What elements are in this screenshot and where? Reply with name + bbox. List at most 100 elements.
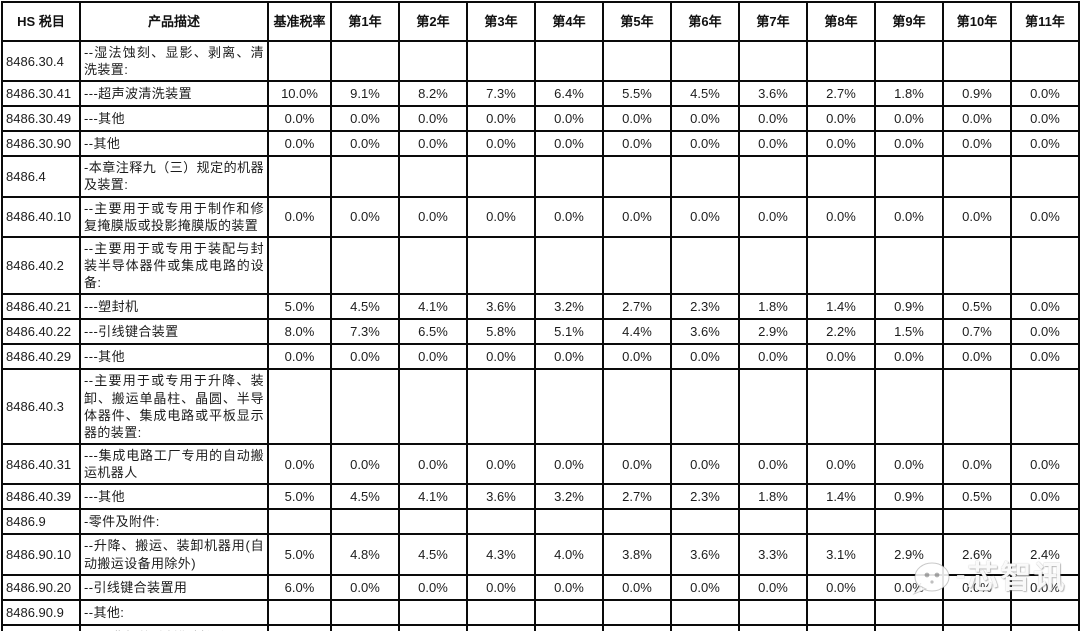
year-7-rate-cell: 0.0% xyxy=(738,623,808,631)
column-header-1: 产品描述 xyxy=(79,1,269,42)
year-10-rate-cell: 0.0% xyxy=(942,573,1012,601)
table-row: 8486.40.22 ---引线键合装置 8.0% 7.3% 6.5% 5.8% 5.1% 4… xyxy=(1,318,1080,346)
year-6-rate-cell: 0.0% xyxy=(670,443,740,486)
year-11-rate-cell: 0.0% xyxy=(1010,293,1080,321)
year-9-rate-cell xyxy=(874,598,944,626)
year-2-rate-cell: 0.0% xyxy=(398,343,468,371)
hs-code-cell: 8486.30.41 xyxy=(1,80,81,108)
year-3-rate-cell: 0.0% xyxy=(466,623,536,631)
year-5-rate-cell: 0.0% xyxy=(602,195,672,238)
year-3-rate-cell: 5.8% xyxy=(466,318,536,346)
table-row: 8486.90.20 --引线键合装置用 6.0% 0.0% 0.0% 0.0% 0.0% 0… xyxy=(1,573,1080,601)
hs-code-cell: 8486.40.39 xyxy=(1,483,81,511)
year-3-rate-cell: 0.0% xyxy=(466,195,536,238)
year-5-rate-cell xyxy=(602,598,672,626)
year-4-rate-cell: 0.0% xyxy=(534,130,604,158)
base-rate-cell: 10.0% xyxy=(267,80,332,108)
product-description-cell: --引线键合装置用 xyxy=(79,573,269,601)
year-7-rate-cell: 3.3% xyxy=(738,533,808,576)
year-4-rate-cell xyxy=(534,598,604,626)
year-9-rate-cell xyxy=(874,155,944,198)
column-header-5: 第3年 xyxy=(466,1,536,42)
year-4-rate-cell xyxy=(534,508,604,536)
base-rate-cell xyxy=(267,235,332,296)
year-4-rate-cell xyxy=(534,155,604,198)
year-2-rate-cell: 0.0% xyxy=(398,195,468,238)
year-2-rate-cell xyxy=(398,368,468,446)
year-2-rate-cell: 0.0% xyxy=(398,573,468,601)
year-9-rate-cell: 1.8% xyxy=(874,80,944,108)
year-7-rate-cell: 3.6% xyxy=(738,80,808,108)
year-9-rate-cell: 0.0% xyxy=(874,443,944,486)
year-8-rate-cell: 1.4% xyxy=(806,483,876,511)
year-10-rate-cell: 0.0% xyxy=(942,443,1012,486)
year-7-rate-cell: 1.8% xyxy=(738,483,808,511)
year-4-rate-cell: 0.0% xyxy=(534,573,604,601)
product-description-cell: ---集成电路工厂专用的自动搬运机器人 xyxy=(79,443,269,486)
product-description-cell: --主要用于或专用于制作和修复掩膜版或投影掩膜版的装置 xyxy=(79,195,269,238)
year-1-rate-cell: 0.0% xyxy=(330,130,400,158)
year-6-rate-cell xyxy=(670,598,740,626)
year-2-rate-cell: 6.5% xyxy=(398,318,468,346)
year-3-rate-cell: 3.6% xyxy=(466,293,536,321)
column-header-6: 第4年 xyxy=(534,1,604,42)
year-3-rate-cell xyxy=(466,39,536,83)
table-row: 8486.40.3 --主要用于或专用于升降、装卸、搬运单晶柱、晶圆、半导体器件、… xyxy=(1,368,1080,446)
year-9-rate-cell xyxy=(874,235,944,296)
hs-code-cell: 8486.40.2 xyxy=(1,235,81,296)
year-5-rate-cell xyxy=(602,39,672,83)
year-11-rate-cell: 0.0% xyxy=(1010,573,1080,601)
year-8-rate-cell xyxy=(806,508,876,536)
year-8-rate-cell: 1.4% xyxy=(806,293,876,321)
year-10-rate-cell xyxy=(942,235,1012,296)
year-11-rate-cell xyxy=(1010,155,1080,198)
year-9-rate-cell: 0.9% xyxy=(874,483,944,511)
base-rate-cell: 0.0% xyxy=(267,195,332,238)
hs-code-cell: 8486.40.3 xyxy=(1,368,81,446)
year-9-rate-cell xyxy=(874,508,944,536)
year-2-rate-cell: 0.0% xyxy=(398,130,468,158)
year-5-rate-cell: 4.4% xyxy=(602,318,672,346)
base-rate-cell: 0.0% xyxy=(267,623,332,631)
table-header: HS 税目 产品描述 基准税率 第1年 第2年 第3年 第4年 第5年 第6年 第7年 第8年 第9年… xyxy=(1,1,1080,42)
year-8-rate-cell xyxy=(806,368,876,446)
table-row: 8486.40.21 ---塑封机 5.0% 4.5% 4.1% 3.6% 3.2% 2.7%… xyxy=(1,293,1080,321)
year-11-rate-cell: 0.0% xyxy=(1010,318,1080,346)
year-10-rate-cell xyxy=(942,598,1012,626)
year-6-rate-cell: 0.0% xyxy=(670,195,740,238)
year-9-rate-cell: 0.0% xyxy=(874,195,944,238)
year-11-rate-cell xyxy=(1010,235,1080,296)
year-1-rate-cell xyxy=(330,39,400,83)
year-9-rate-cell: 0.0% xyxy=(874,130,944,158)
product-description-cell: ---超声波清洗装置 xyxy=(79,80,269,108)
year-2-rate-cell: 4.1% xyxy=(398,483,468,511)
year-11-rate-cell: 0.0% xyxy=(1010,443,1080,486)
year-10-rate-cell: 2.6% xyxy=(942,533,1012,576)
year-2-rate-cell: 0.0% xyxy=(398,443,468,486)
product-description-cell: ---其他 xyxy=(79,105,269,133)
hs-code-cell: 8486.40.21 xyxy=(1,293,81,321)
year-8-rate-cell: 0.0% xyxy=(806,130,876,158)
year-1-rate-cell: 0.0% xyxy=(330,443,400,486)
year-8-rate-cell: 2.2% xyxy=(806,318,876,346)
product-description-cell: ---其他 xyxy=(79,483,269,511)
base-rate-cell: 5.0% xyxy=(267,483,332,511)
base-rate-cell xyxy=(267,508,332,536)
hs-code-cell: 8486.30.90 xyxy=(1,130,81,158)
base-rate-cell: 5.0% xyxy=(267,293,332,321)
hs-code-cell: 8486.30.49 xyxy=(1,105,81,133)
hs-code-cell: 8486.90.91 xyxy=(1,623,81,631)
product-description-cell: ---其他 xyxy=(79,343,269,371)
year-3-rate-cell: 4.3% xyxy=(466,533,536,576)
year-8-rate-cell: 0.0% xyxy=(806,573,876,601)
year-1-rate-cell: 0.0% xyxy=(330,105,400,133)
year-1-rate-cell: 0.0% xyxy=(330,623,400,631)
product-description-cell: --主要用于或专用于升降、装卸、搬运单晶柱、晶圆、半导体器件、集成电路或平板显示… xyxy=(79,368,269,446)
hs-code-cell: 8486.9 xyxy=(1,508,81,536)
year-1-rate-cell: 7.3% xyxy=(330,318,400,346)
base-rate-cell: 0.0% xyxy=(267,443,332,486)
table-row: 8486.90.91---带背板的溅射靶材组件0.0%0.0%0.0%0.0%0… xyxy=(1,623,1080,631)
year-11-rate-cell: 0.0% xyxy=(1010,105,1080,133)
year-5-rate-cell: 0.0% xyxy=(602,443,672,486)
column-header-10: 第8年 xyxy=(806,1,876,42)
